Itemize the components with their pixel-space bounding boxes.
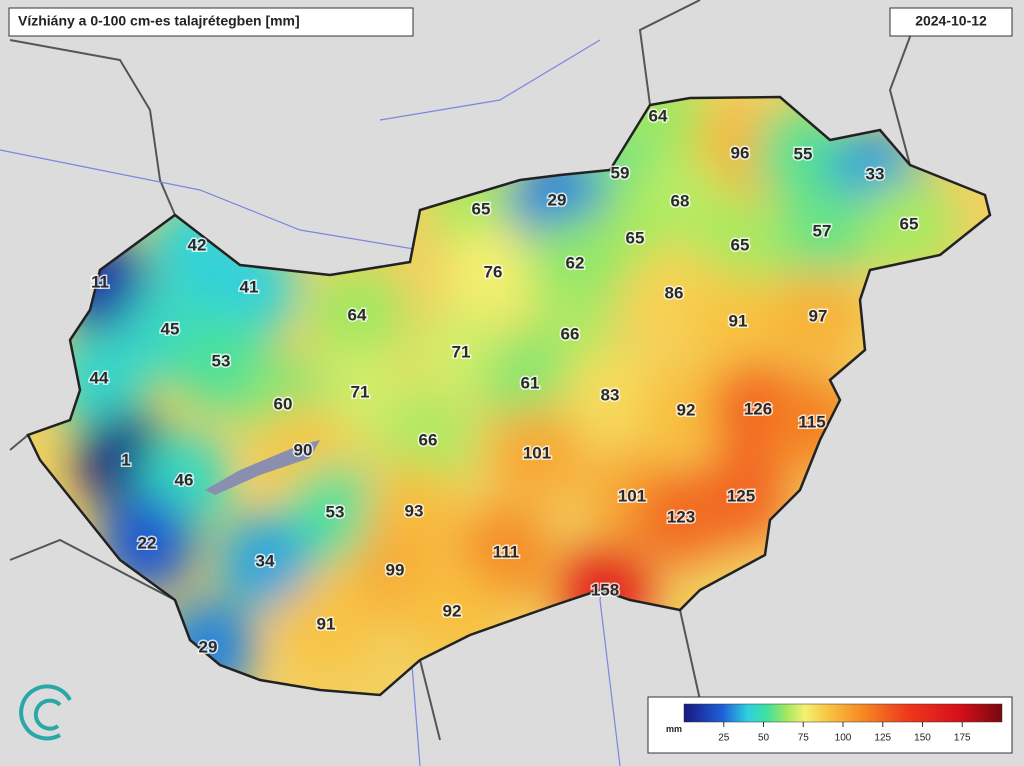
deficit-blob [690, 274, 786, 370]
station-value: 46 [175, 470, 194, 489]
station-value: 33 [866, 164, 885, 183]
station-value: 53 [212, 351, 231, 370]
legend-tick-label: 150 [914, 733, 931, 744]
station-value: 66 [419, 430, 438, 449]
station-value: 68 [671, 191, 690, 210]
station-value: 91 [317, 614, 336, 633]
date: 2024-10-12 [915, 13, 987, 29]
deficit-blob [527, 216, 623, 312]
legend-tick-label: 100 [835, 733, 852, 744]
deficit-blob [770, 269, 866, 365]
station-value: 90 [294, 440, 313, 459]
station-value: 126 [744, 399, 772, 418]
date-box [889, 7, 1013, 37]
legend-bar: 25 50 75 100 125 150 175 [683, 703, 1003, 744]
station-value: 97 [809, 306, 828, 325]
station-value: 123 [667, 507, 695, 526]
station-value: 62 [566, 253, 585, 272]
station-value: 41 [240, 277, 259, 296]
station-value: 86 [665, 283, 684, 302]
legend-tick-label: 25 [718, 733, 730, 744]
station-value: 99 [386, 560, 405, 579]
deficit-blob [861, 177, 957, 273]
station-value: 96 [731, 143, 750, 162]
station-value: 66 [561, 324, 580, 343]
station-value: 92 [677, 400, 696, 419]
station-value: 71 [452, 342, 471, 361]
deficit-blob [380, 393, 476, 489]
station-value: 158 [591, 580, 619, 599]
station-value: 57 [813, 221, 832, 240]
station-value: 42 [188, 235, 207, 254]
deficit-blob [633, 470, 729, 566]
deficit-blob [692, 198, 788, 294]
deficit-blob [562, 348, 658, 444]
station-value: 61 [521, 373, 540, 392]
legend-tick-label: 75 [798, 733, 810, 744]
station-value: 22 [138, 533, 157, 552]
lake-balaton [205, 440, 320, 495]
station-value: 125 [727, 486, 755, 505]
station-value: 65 [472, 199, 491, 218]
station-value: 101 [618, 486, 646, 505]
deficit-blob [489, 406, 585, 502]
borders [9, 0, 921, 741]
deficit-blob [278, 577, 374, 673]
station-value: 91 [729, 311, 748, 330]
station-value: 64 [649, 106, 668, 125]
station-value: 1 [121, 450, 130, 469]
station-value: 83 [601, 385, 620, 404]
deficit-blob [774, 184, 870, 280]
legend-tick-label: 50 [758, 733, 770, 744]
station-value: 53 [326, 502, 345, 521]
station-value: 65 [900, 214, 919, 233]
station-value: 29 [199, 637, 218, 656]
station-value: 92 [443, 601, 462, 620]
deficit-blob [638, 363, 734, 459]
title-box [8, 7, 414, 37]
station-value: 93 [405, 501, 424, 520]
station-value: 76 [484, 262, 503, 281]
legend-tick-label: 125 [874, 733, 891, 744]
station-value: 111 [493, 542, 520, 561]
labels: 64 96 55 33 59 65 29 68 57 65 42 65 65 11 41 76 62 86 64 45… [88, 105, 920, 658]
legend-ramp [683, 703, 1003, 723]
station-value: 55 [794, 144, 813, 163]
deficit-blob [217, 514, 313, 610]
legend-unit: mm [666, 724, 682, 734]
station-value: 115 [798, 412, 825, 431]
station-value: 71 [351, 382, 370, 401]
logo [19, 684, 72, 741]
title: Vízhiány a 0-100 cm-es talajrétegben [mm… [18, 13, 300, 29]
station-value: 59 [611, 163, 630, 182]
station-value: 65 [731, 235, 750, 254]
deficit-blob [287, 465, 383, 561]
legend-tick-label: 175 [954, 733, 971, 744]
deficit-blob [482, 336, 578, 432]
station-value: 60 [274, 394, 293, 413]
station-value: 44 [90, 368, 109, 387]
station-value: 65 [626, 228, 645, 247]
station-value: 101 [523, 443, 551, 462]
deficit-blob [309, 268, 405, 364]
station-value: 29 [548, 190, 567, 209]
station-value: 34 [256, 551, 275, 570]
station-value: 45 [161, 319, 180, 338]
station-value: 11 [91, 272, 109, 291]
station-value: 64 [348, 305, 367, 324]
deficit-blob [445, 225, 541, 321]
